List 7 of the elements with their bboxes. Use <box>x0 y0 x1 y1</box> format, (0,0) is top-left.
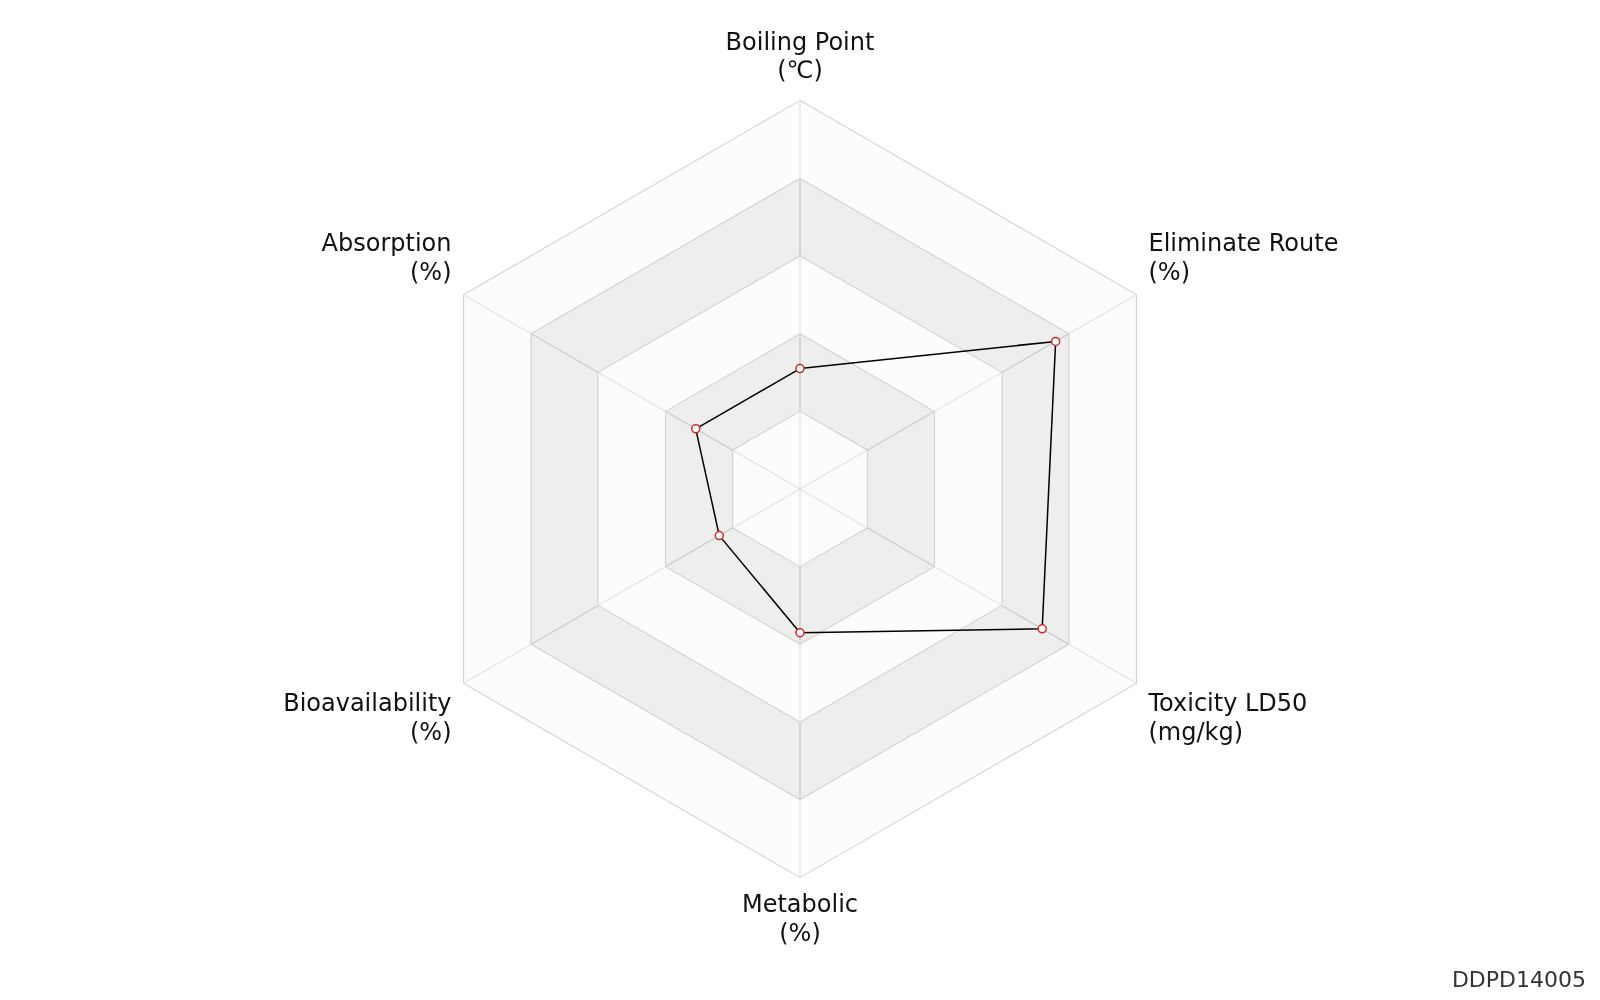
spoke-label: Metabolic (%) <box>741 890 859 947</box>
spoke-label: Boiling Point (℃) <box>725 27 875 85</box>
spoke-label: Eliminate Route (%) <box>1148 228 1339 286</box>
spoke-label: Toxicity LD50 (mg/kg) <box>1147 688 1308 746</box>
text: DDPD14005 <box>1451 967 1586 992</box>
spoke-label: Bioavailability (%) <box>283 688 452 746</box>
spoke-label: Absorption (%) <box>321 228 452 286</box>
